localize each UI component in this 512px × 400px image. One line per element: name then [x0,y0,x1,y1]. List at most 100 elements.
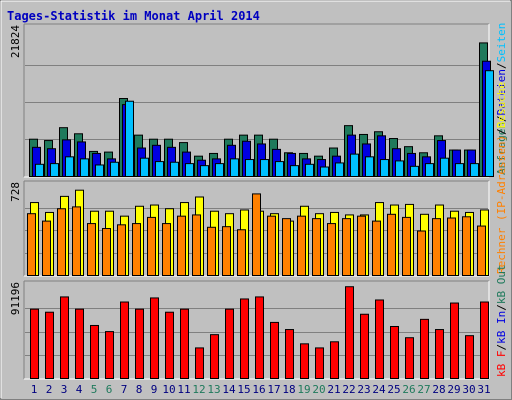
day-label-8: 8 [136,383,143,396]
y-max-label: 21824 [9,25,22,58]
legend-entry: kB F [495,351,508,378]
bar-kbf-day-5 [90,324,99,379]
day-label-2: 2 [46,383,53,396]
bar-rechner-day-12 [192,214,201,277]
bar-kbf-day-28 [435,329,444,379]
bar-kbf-day-14 [225,308,234,379]
bar-seiten-day-17 [275,161,284,177]
bar-rechner-day-2 [42,220,51,277]
bar-kbf-day-7 [120,301,129,380]
legend-entry: Besuche [495,82,508,128]
day-label-5: 5 [91,383,98,396]
bar-seiten-day-15 [245,159,254,177]
bar-kbf-day-10 [165,311,174,380]
bar-seiten-day-11 [185,163,194,177]
legend-entry: / [495,115,508,122]
legend-entry: Rechner (IP-Adressen) [495,135,508,274]
bar-rechner-day-14 [222,226,231,277]
y-max-label: 728 [9,182,22,202]
bar-rechner-day-18 [282,218,291,276]
legend-entry: / [495,62,508,69]
day-label-14: 14 [222,383,236,396]
day-label-19: 19 [297,383,310,396]
bar-seiten-day-13 [215,163,224,177]
bar-kbf-day-18 [285,329,294,379]
bar-rechner-day-26 [402,216,411,276]
bar-seiten-day-28 [440,157,449,177]
bar-seiten-day-9 [155,161,164,177]
bar-rechner-day-1 [27,213,36,276]
day-label-7: 7 [121,383,128,396]
bar-kbf-day-29 [450,302,459,379]
day-label-12: 12 [192,383,205,396]
bar-kbf-day-24 [375,299,384,379]
x-axis-labels: 1 2 3 4 5 6 7 8 9 10 11 12 13 14 15 16 17 18 19 20 21 22 23 24 2… [31,383,491,396]
bar-seiten-day-3 [65,156,74,177]
bar-rechner-day-16 [252,193,261,277]
bar-kbf-day-23 [360,313,369,379]
legend-entry: kB Out [495,264,508,304]
bar-kbf-day-4 [75,308,84,379]
legend-entry: / [495,344,508,351]
day-label-1: 1 [31,383,38,396]
bar-kbf-day-15 [240,298,249,379]
bar-seiten-day-8 [140,157,149,177]
bar-seiten-day-23 [365,156,374,177]
chart-marks [27,42,494,380]
bar-kbf-day-11 [180,308,189,379]
bar-kbf-day-22 [345,286,354,380]
bar-seiten-day-27 [425,163,434,177]
legend-entry: / [495,304,508,311]
bar-kbf-day-27 [420,318,429,379]
bar-seiten-day-1 [35,163,44,178]
bar-kbf-day-20 [315,347,324,380]
bar-rechner-day-13 [207,226,216,277]
bar-seiten-day-7 [125,100,134,177]
bar-seiten-day-24 [380,159,389,177]
day-label-6: 6 [106,383,113,396]
bar-kbf-day-25 [390,325,399,380]
legend-entry: / [495,128,508,135]
bar-rechner-day-5 [87,223,96,276]
bar-kbf-day-21 [330,341,339,380]
bar-kbf-day-12 [195,347,204,380]
day-label-22: 22 [342,383,355,396]
bar-kbf-day-16 [255,296,264,380]
bar-seiten-day-6 [110,161,119,178]
bar-kbf-day-2 [45,311,54,380]
day-label-28: 28 [432,383,445,396]
bar-rechner-day-24 [372,220,381,277]
bar-rechner-day-17 [267,215,276,277]
bar-seiten-day-30 [470,163,479,177]
bar-rechner-day-31 [477,225,486,277]
chart-title: Tages-Statistik im Monat April 2014 [7,9,260,23]
bar-rechner-day-3 [57,208,66,276]
bar-rechner-day-28 [432,218,441,276]
bar-rechner-day-21 [327,223,336,276]
bar-rechner-day-29 [447,217,456,276]
bar-kbf-day-1 [30,308,39,379]
bar-seiten-day-16 [260,159,269,177]
bar-rechner-day-19 [297,215,306,277]
day-label-30: 30 [462,383,475,396]
bar-kbf-day-8 [135,308,144,379]
bar-seiten-day-20 [320,166,329,177]
bar-rechner-day-9 [147,216,156,276]
day-label-4: 4 [76,383,83,396]
day-label-23: 23 [357,383,370,396]
bar-kbf-day-13 [210,334,219,379]
bar-seiten-day-12 [200,165,209,178]
bar-kbf-day-31 [480,301,489,380]
day-label-26: 26 [402,383,415,396]
day-label-9: 9 [151,383,158,396]
day-label-16: 16 [252,383,265,396]
bar-rechner-day-22 [342,218,351,276]
day-label-21: 21 [327,383,340,396]
day-label-18: 18 [282,383,295,396]
bar-seiten-day-10 [170,161,179,178]
right-legend: kB F/kB In/kB Out [495,264,508,377]
bar-rechner-day-23 [357,215,366,277]
day-label-3: 3 [61,383,68,396]
bar-seiten-day-14 [230,158,239,178]
